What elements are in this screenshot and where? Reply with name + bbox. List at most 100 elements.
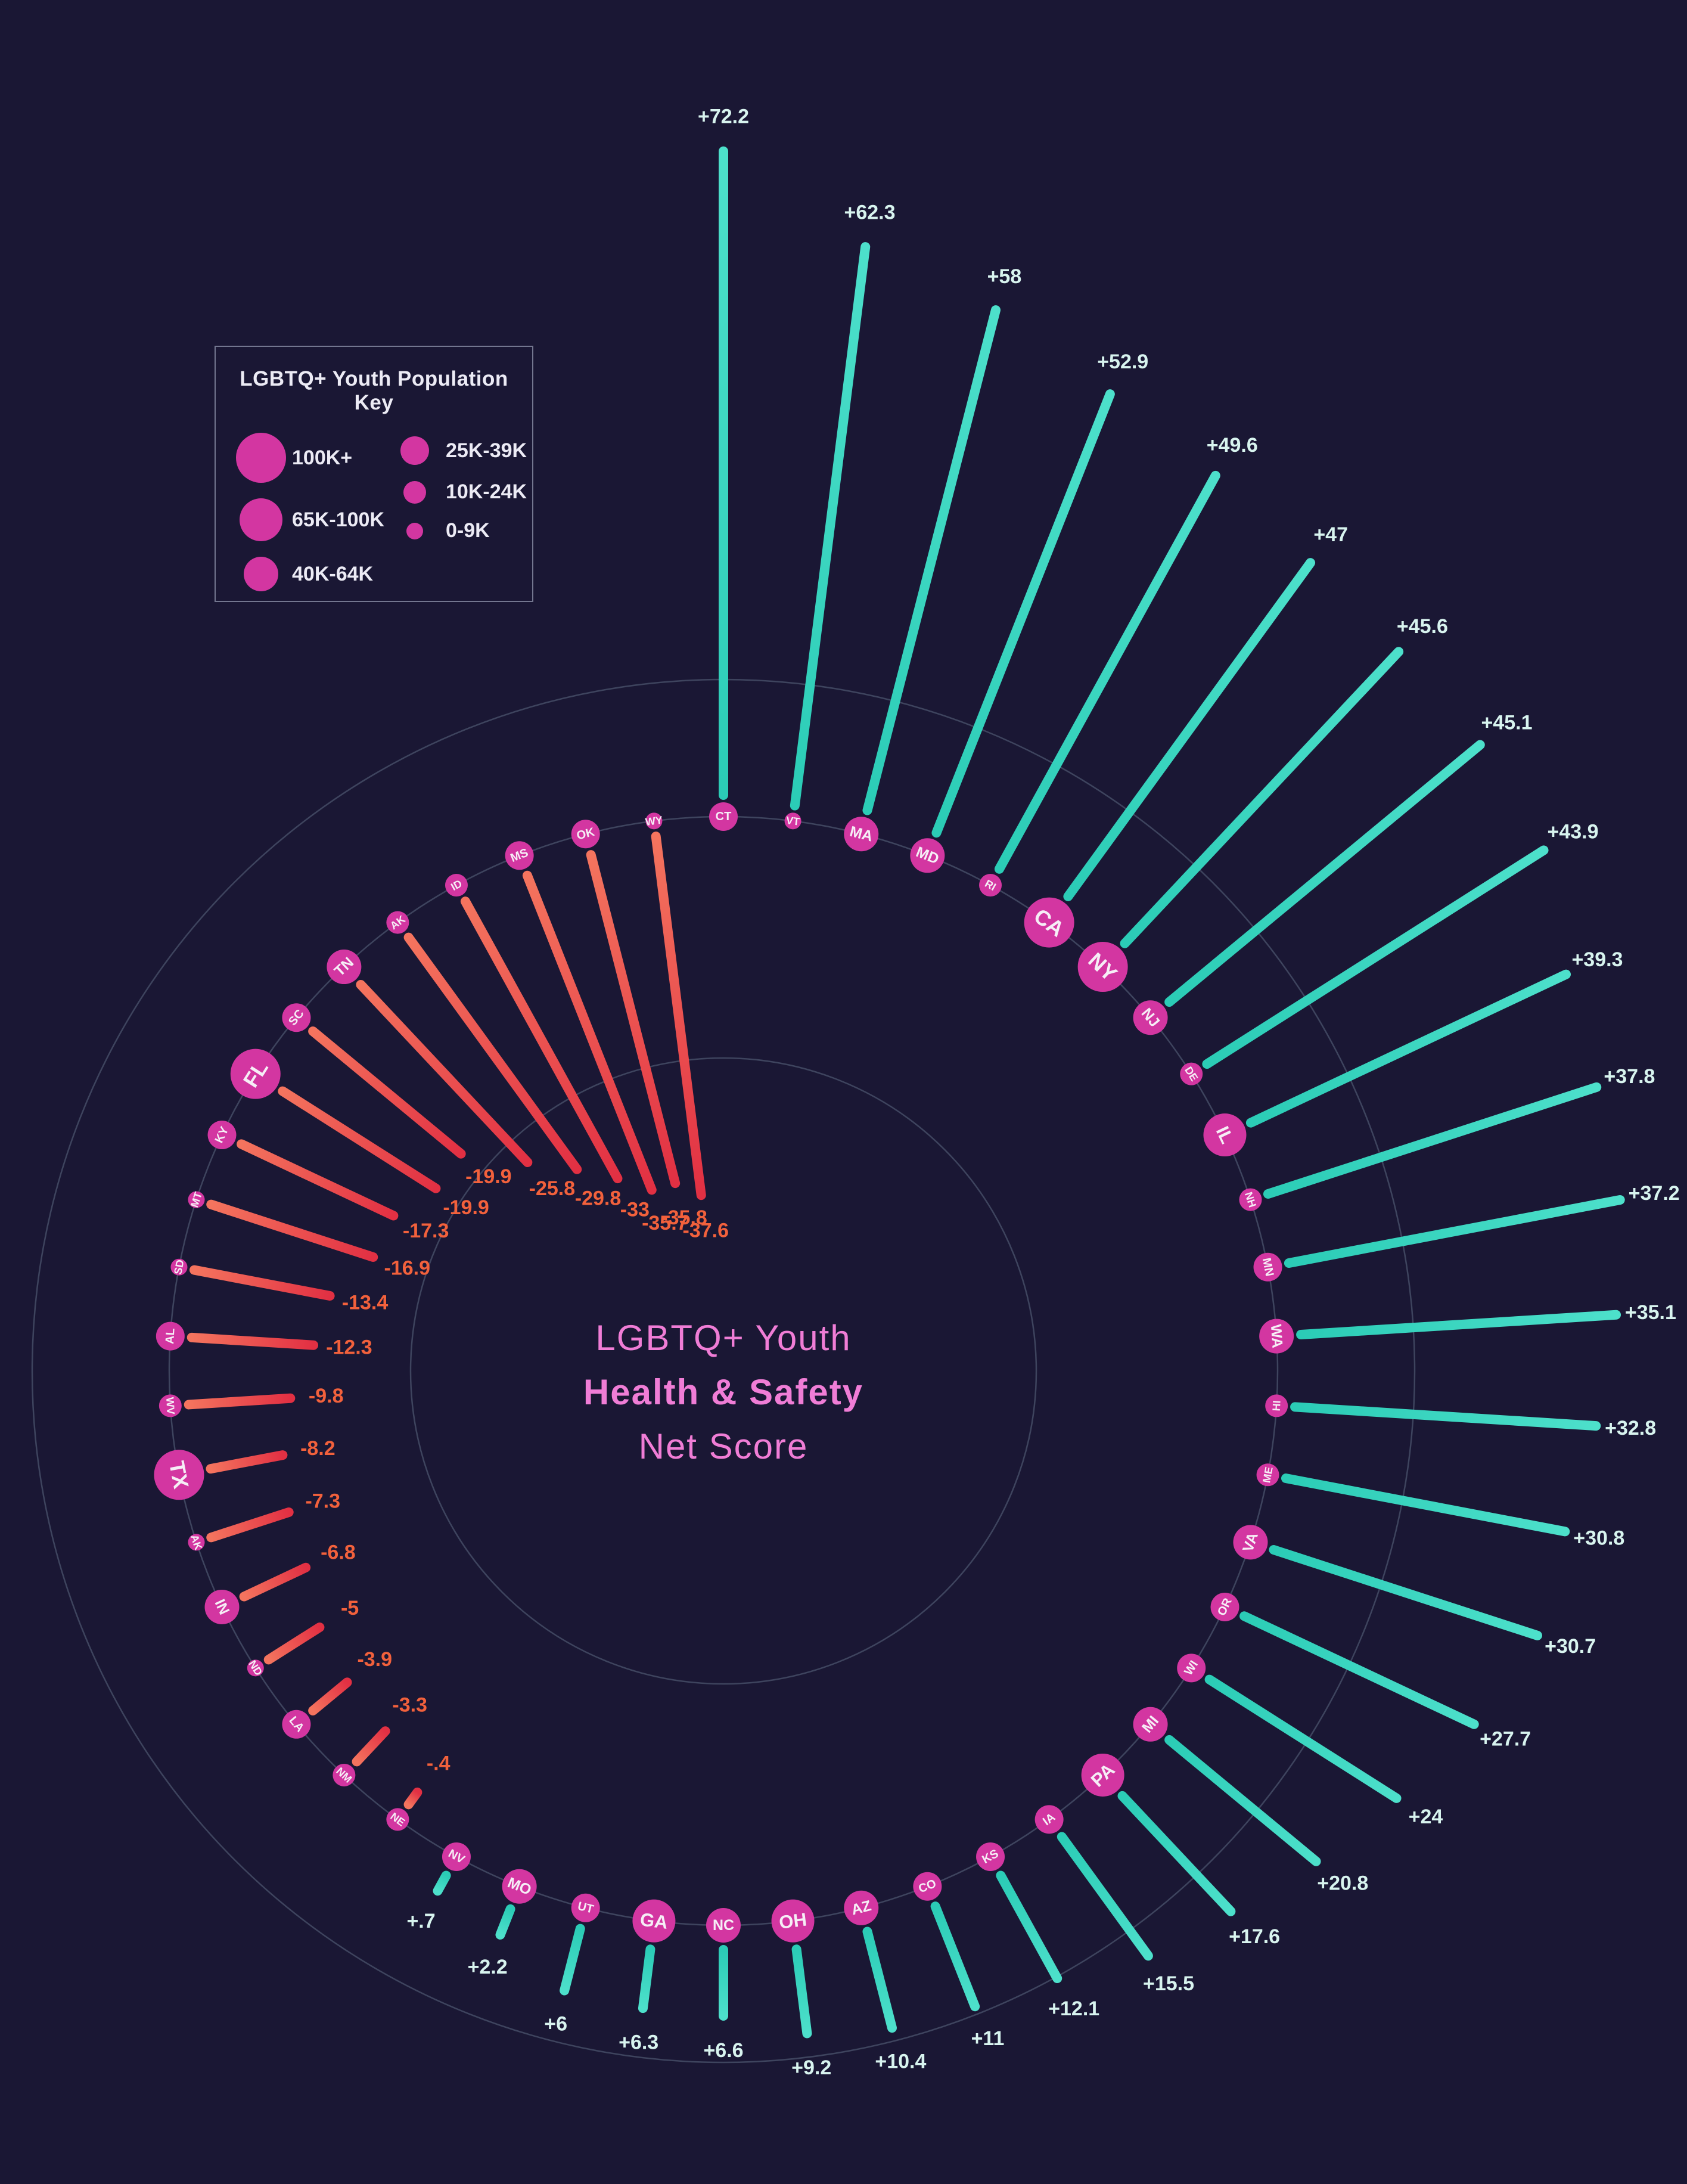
state-bubble-ia-20: [1034, 1805, 1064, 1834]
state-bar-pa-19: [1117, 1791, 1236, 1916]
state-value-ny-6: +45.6: [1397, 615, 1448, 638]
legend-item-65k-100k: 65K-100K: [230, 498, 384, 541]
state-bubble-pa-19: [1081, 1753, 1124, 1797]
state-bar-ne-30: [403, 1787, 422, 1810]
state-value-mt-40: -16.9: [384, 1257, 431, 1280]
state-bubble-nh-10: [1239, 1188, 1262, 1211]
population-dot-40k-64k: [244, 557, 278, 591]
state-value-nd-33: -5: [341, 1597, 359, 1620]
state-bubble-tx-36: [154, 1450, 204, 1500]
state-abbr-ga-26: GA: [639, 1909, 669, 1933]
state-bar-nd-33: [263, 1623, 325, 1665]
state-bar-wv-37: [184, 1393, 296, 1410]
state-value-sd-39: -13.4: [342, 1291, 389, 1314]
state-value-nm-31: -3.3: [392, 1693, 427, 1716]
state-bar-ia-20: [1057, 1832, 1153, 1961]
state-bar-az-23: [862, 1926, 897, 2033]
state-bar-mo-28: [495, 1904, 515, 1940]
state-value-oh-24: +9.2: [791, 2056, 831, 2079]
state-bubble-ct-0: [709, 802, 738, 831]
state-bar-ak-35: [206, 1507, 294, 1543]
state-value-ky-41: -17.3: [403, 1220, 449, 1242]
chart-title-line-2: Health & Safety: [583, 1372, 864, 1412]
state-bubble-me-14: [1256, 1463, 1279, 1487]
state-value-ms-47: -35.7: [642, 1212, 688, 1234]
state-abbr-tx-36: TX: [164, 1459, 194, 1491]
state-value-tx-36: -8.2: [300, 1437, 335, 1460]
legend-item-label: 40K-64K: [292, 562, 374, 585]
state-bar-tn-44: [356, 979, 533, 1168]
state-value-il-9: +39.3: [1571, 948, 1623, 971]
state-value-sc-43: -19.9: [465, 1165, 512, 1188]
state-bubble-vt-1: [784, 812, 801, 830]
state-bar-co-22: [930, 1901, 980, 2012]
state-bubble-in-34: [204, 1589, 240, 1624]
state-bubble-il-9: [1203, 1113, 1247, 1157]
legend-item-10k-24k: 10K-24K: [384, 480, 527, 504]
state-bubble-mt-40: [188, 1191, 205, 1208]
state-bar-il-9: [1245, 969, 1571, 1128]
state-bubble-az-23: [844, 1890, 879, 1925]
population-dot-10k-24k: [403, 480, 426, 504]
state-bar-hi-13: [1290, 1402, 1601, 1431]
state-bar-mi-18: [1164, 1735, 1321, 1866]
state-value-de-8: +43.9: [1547, 820, 1598, 843]
state-bar-ky-41: [237, 1139, 399, 1221]
state-bubble-nv-29: [442, 1842, 471, 1871]
state-bubble-fl-42: [230, 1048, 281, 1099]
state-bar-ok-48: [586, 850, 681, 1189]
state-bar-nm-31: [352, 1726, 390, 1767]
state-value-nv-29: +.7: [406, 1910, 435, 1932]
state-bubble-nc-25: [706, 1908, 741, 1943]
state-bubble-sc-43: [282, 1003, 311, 1032]
legend-item-label: 100K+: [292, 446, 353, 469]
state-value-ut-27: +6: [544, 2013, 567, 2036]
legend-item-40k-64k: 40K-64K: [230, 557, 384, 591]
state-value-nc-25: +6.6: [703, 2039, 743, 2062]
state-bubble-ms-47: [505, 841, 534, 870]
population-dot-65k-100k: [240, 498, 282, 541]
state-value-tn-44: -25.8: [529, 1177, 576, 1200]
state-value-id-46: -33: [620, 1199, 650, 1221]
state-bubble-ga-26: [632, 1899, 676, 1943]
state-bar-mt-40: [206, 1199, 378, 1262]
state-bar-wa-12: [1296, 1310, 1621, 1340]
state-bar-sd-39: [189, 1265, 335, 1301]
state-bubble-ut-27: [571, 1893, 600, 1922]
state-abbr-nd-33: ND: [246, 1658, 265, 1678]
state-bubble-mi-18: [1133, 1707, 1168, 1742]
state-abbr-vt-1: VT: [785, 814, 800, 828]
state-abbr-sd-39: SD: [172, 1259, 186, 1276]
state-bubble-ks-21: [976, 1842, 1005, 1871]
state-value-pa-19: +17.6: [1229, 1925, 1280, 1948]
state-bar-la-32: [308, 1677, 352, 1715]
state-bar-ms-47: [522, 870, 657, 1195]
state-value-wy-49: -37.6: [683, 1220, 729, 1242]
state-bubble-nd-33: [247, 1659, 264, 1677]
legend-item-label: 0-9K: [446, 519, 490, 542]
state-value-me-14: +30.8: [1573, 1527, 1624, 1549]
state-bar-ri-4: [994, 470, 1220, 874]
state-abbr-me-14: ME: [1260, 1466, 1275, 1484]
state-value-fl-42: -19.9: [443, 1196, 489, 1219]
state-value-nh-10: +37.8: [1604, 1065, 1655, 1088]
state-bubble-ne-30: [386, 1808, 409, 1831]
state-value-al-38: -12.3: [326, 1336, 372, 1358]
state-value-co-22: +11: [971, 2027, 1005, 2050]
state-bar-wi-17: [1204, 1674, 1402, 1803]
state-bar-oh-24: [791, 1944, 812, 2039]
state-bar-nj-7: [1164, 740, 1485, 1007]
state-value-wi-17: +24: [1409, 1805, 1443, 1828]
state-value-vt-1: +62.3: [844, 201, 895, 224]
state-bar-nv-29: [433, 1870, 451, 1896]
state-bubble-mn-11: [1253, 1252, 1282, 1282]
state-bubble-nm-31: [333, 1763, 356, 1786]
state-bar-de-8: [1202, 845, 1549, 1069]
state-bubble-ok-48: [571, 820, 600, 849]
state-bar-mn-11: [1284, 1195, 1625, 1268]
state-bubble-wa-12: [1259, 1319, 1294, 1354]
state-value-la-32: -3.9: [357, 1648, 392, 1671]
state-bar-ca-5: [1063, 558, 1316, 901]
state-abbr-ak-35: AK: [188, 1533, 204, 1552]
